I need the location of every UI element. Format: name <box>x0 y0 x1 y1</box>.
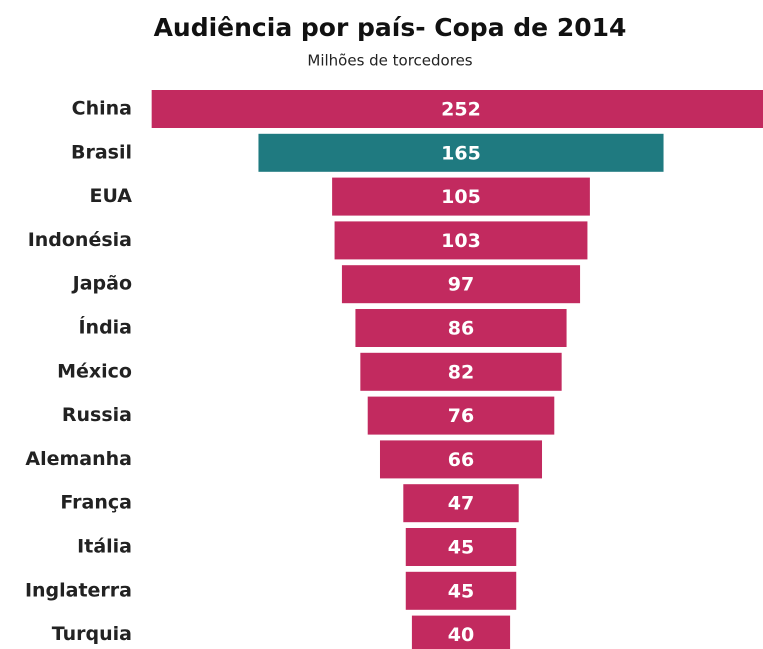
funnel-bar <box>355 309 567 347</box>
funnel-bar <box>411 615 511 649</box>
chart-title: Audiência por país- Copa de 2014 <box>154 13 627 42</box>
funnel-bar <box>405 528 517 566</box>
value-label: 45 <box>448 580 474 602</box>
category-label: Itália <box>77 536 132 558</box>
category-label: Russia <box>62 404 132 426</box>
value-label: 97 <box>448 274 474 296</box>
value-label: 105 <box>441 186 481 208</box>
value-label: 165 <box>441 142 481 164</box>
category-label: Indonésia <box>28 229 132 251</box>
value-label: 40 <box>448 624 474 646</box>
funnel-bar <box>332 177 590 216</box>
category-label: EUA <box>89 185 132 207</box>
value-label: 66 <box>448 449 474 471</box>
value-label: 82 <box>448 361 474 383</box>
category-label: França <box>60 492 132 514</box>
funnel-bar <box>379 440 543 479</box>
category-label: Alemanha <box>25 448 132 470</box>
funnel-bar <box>151 90 763 128</box>
value-label: 45 <box>448 537 474 559</box>
category-label: Índia <box>78 316 132 339</box>
funnel-bar <box>360 352 562 391</box>
funnel-bar <box>405 571 517 610</box>
value-label: 252 <box>441 99 481 121</box>
value-label: 76 <box>448 405 474 427</box>
funnel-bar <box>341 265 581 304</box>
funnel-bar <box>367 396 555 435</box>
funnel-bar <box>258 133 664 172</box>
value-label: 103 <box>441 230 481 252</box>
funnel-bar <box>334 221 588 260</box>
funnel-bar <box>403 484 519 523</box>
category-label: Japão <box>71 273 132 295</box>
value-label: 86 <box>448 318 474 340</box>
value-label: 47 <box>448 493 474 515</box>
category-label: Brasil <box>71 141 132 163</box>
category-label: Inglaterra <box>25 579 132 601</box>
category-label: México <box>57 360 132 382</box>
category-label: Turquia <box>52 623 132 645</box>
chart-subtitle: Milhões de torcedores <box>307 52 472 70</box>
category-label: China <box>72 98 132 120</box>
